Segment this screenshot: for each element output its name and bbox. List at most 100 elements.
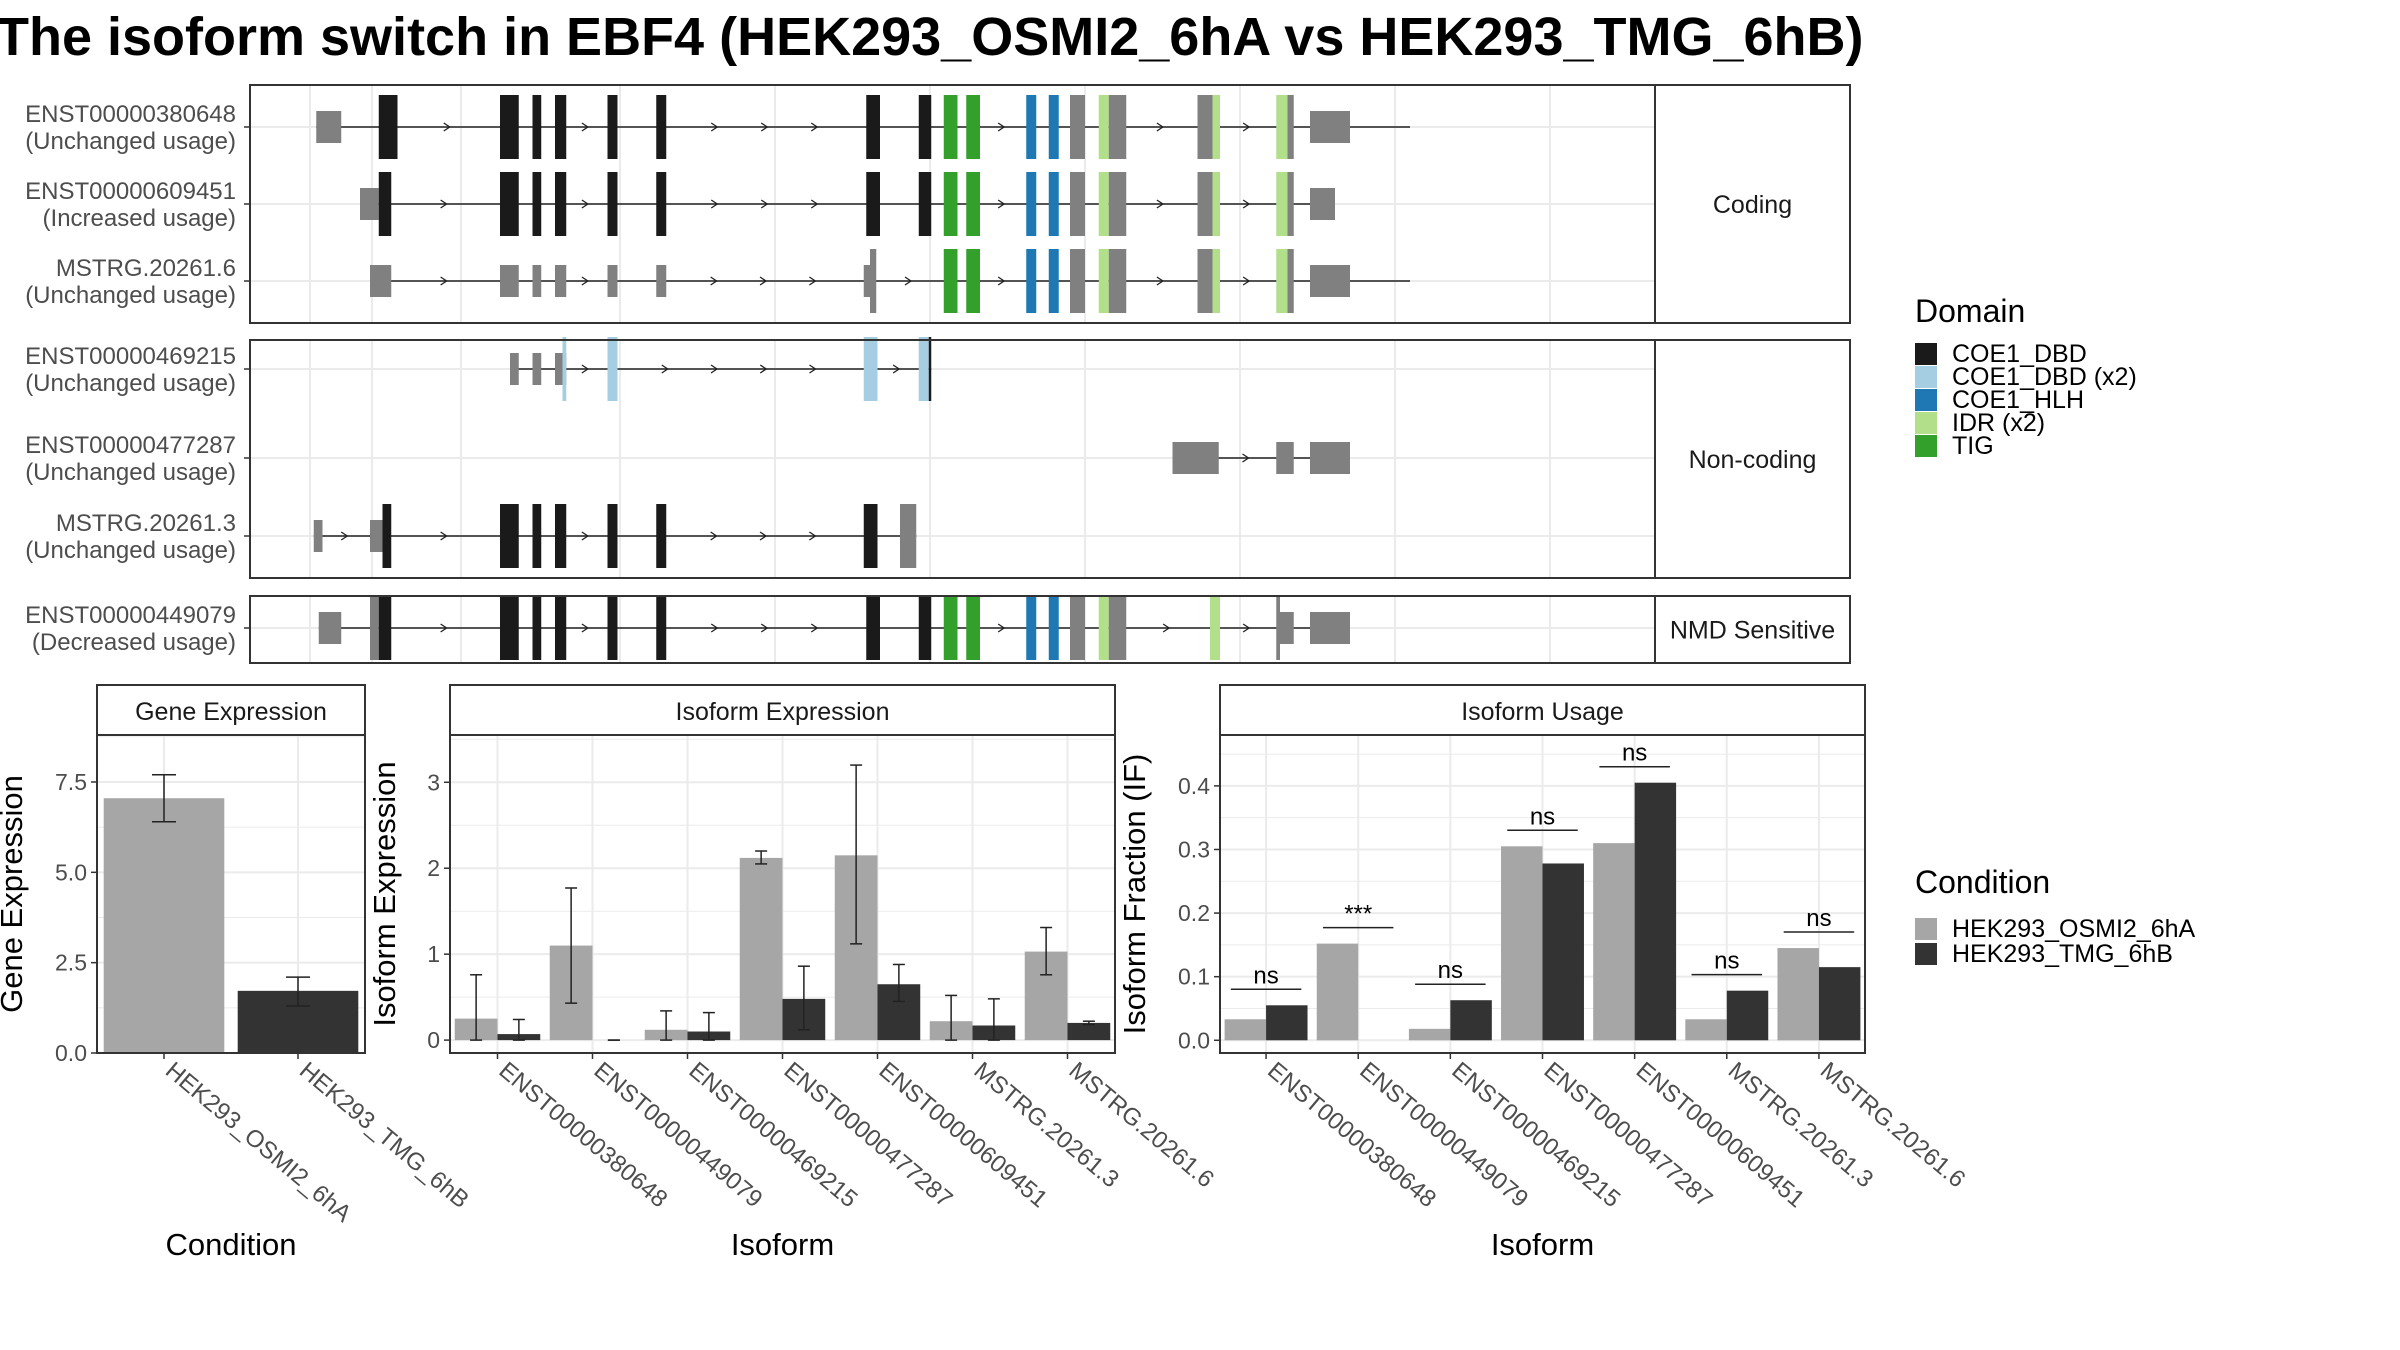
facet-strip-label: Coding [1713,191,1792,219]
x-tick-label: ENST00000449079 [589,1057,768,1213]
exon [1287,95,1294,159]
direction-arrow [581,199,590,209]
legend-key [1915,412,1937,434]
exon-domain [966,172,980,236]
exon-domain [1276,95,1288,159]
bar [1501,846,1543,1041]
y-tick-label: 0.0 [55,1040,87,1066]
bar [1067,1022,1111,1041]
bar [1266,1005,1308,1041]
exon-domain [1098,172,1109,236]
y-tick-label: 0.1 [1178,964,1210,990]
exon [532,353,542,385]
x-axis-title: Condition [166,1227,297,1262]
direction-arrow [760,122,769,132]
x-tick-label: ENST00000609451 [874,1057,1053,1213]
facet-strip [1654,84,1851,324]
exon [1172,442,1219,474]
exon-domain [500,95,519,159]
direction-arrow [1242,199,1251,209]
transcript-row: ENST00000469215(Unchanged usage) [25,337,932,401]
exon-domain [1026,249,1037,313]
legend-key [1915,366,1937,388]
exon-domain [1048,249,1059,313]
bar [1450,1000,1492,1041]
exon-domain [1276,172,1288,236]
exon-domain [943,249,958,313]
direction-arrow [1242,276,1251,286]
x-tick-label: ENST00000469215 [1447,1057,1626,1213]
exon-domain [555,504,567,568]
legend-label: TIG [1952,432,1994,460]
exon-domain [378,95,398,159]
exon [1310,442,1350,474]
exon [316,111,342,143]
exon-domain [607,596,618,660]
exon-domain [532,596,542,660]
facet-strip-label: Non-coding [1689,446,1817,474]
legend-key [1915,435,1937,457]
y-axis-title: Isoform Fraction (IF) [1117,754,1152,1035]
exon-domain [607,172,618,236]
direction-arrow [809,276,817,286]
exon-domain [555,596,567,660]
exon [510,353,519,385]
exon-domain [607,337,618,401]
direction-arrow [710,623,719,633]
exon-domain [500,504,519,568]
exon [1310,265,1350,297]
legend-title: Domain [1915,293,2025,329]
figure-title: The isoform switch in EBF4 (HEK293_OSMI2… [0,7,1864,67]
exon [1197,95,1213,159]
exon-domain [607,504,618,568]
transcript-row: MSTRG.20261.6(Unchanged usage) [25,249,1410,313]
y-tick-label: 0.0 [1178,1027,1210,1053]
transcript-id: ENST00000449079 [25,602,236,629]
exon-domain [378,172,392,236]
bar [1818,967,1861,1041]
y-axis-title: Gene Expression [0,775,29,1013]
x-tick-label: ENST00000609451 [1631,1057,1810,1213]
exon-domain [966,95,980,159]
bar [1224,1019,1267,1041]
exon-domain [656,596,667,660]
direction-arrow [710,364,719,374]
transcript-group-nmd-sensitive: ENST00000449079(Decreased usage) NMD Sens… [25,595,1851,664]
exon [1070,172,1085,236]
exon-domain [500,596,519,660]
direction-arrow [1242,623,1251,633]
direction-arrow [904,276,913,286]
exon [318,612,342,644]
legend-key [1915,943,1937,965]
transcript-row: MSTRG.20261.3(Unchanged usage) [25,504,917,568]
exon-domain [1212,172,1220,236]
exon-domain [966,596,980,660]
exon-domain [1210,596,1220,660]
direction-arrow [997,276,1006,286]
exon-domain [1098,249,1109,313]
direction-arrow [581,276,590,286]
direction-arrow [810,199,819,209]
transcript-id: ENST00000469215 [25,343,236,370]
direction-arrow [997,623,1006,633]
exon-domain [607,95,618,159]
direction-arrow [1242,122,1251,132]
exon [1310,188,1335,220]
exon [1310,111,1350,143]
exon-domain [532,95,542,159]
bar [1408,1028,1451,1041]
exon-domain [1048,596,1059,660]
direction-arrow [1156,122,1165,132]
exon-domain [555,172,567,236]
chart-title: Isoform Usage [1461,698,1624,726]
exon-domain [562,337,567,401]
exon-domain [918,337,929,401]
exon [360,188,379,220]
exon [500,265,519,297]
x-tick-label: ENST00000380648 [494,1057,673,1213]
chart-title: Gene Expression [135,698,327,726]
chart-title: Isoform Expression [676,698,890,726]
transcript-structure-panel: ENST00000380648(Unchanged usage)ENST0000… [25,84,1851,664]
